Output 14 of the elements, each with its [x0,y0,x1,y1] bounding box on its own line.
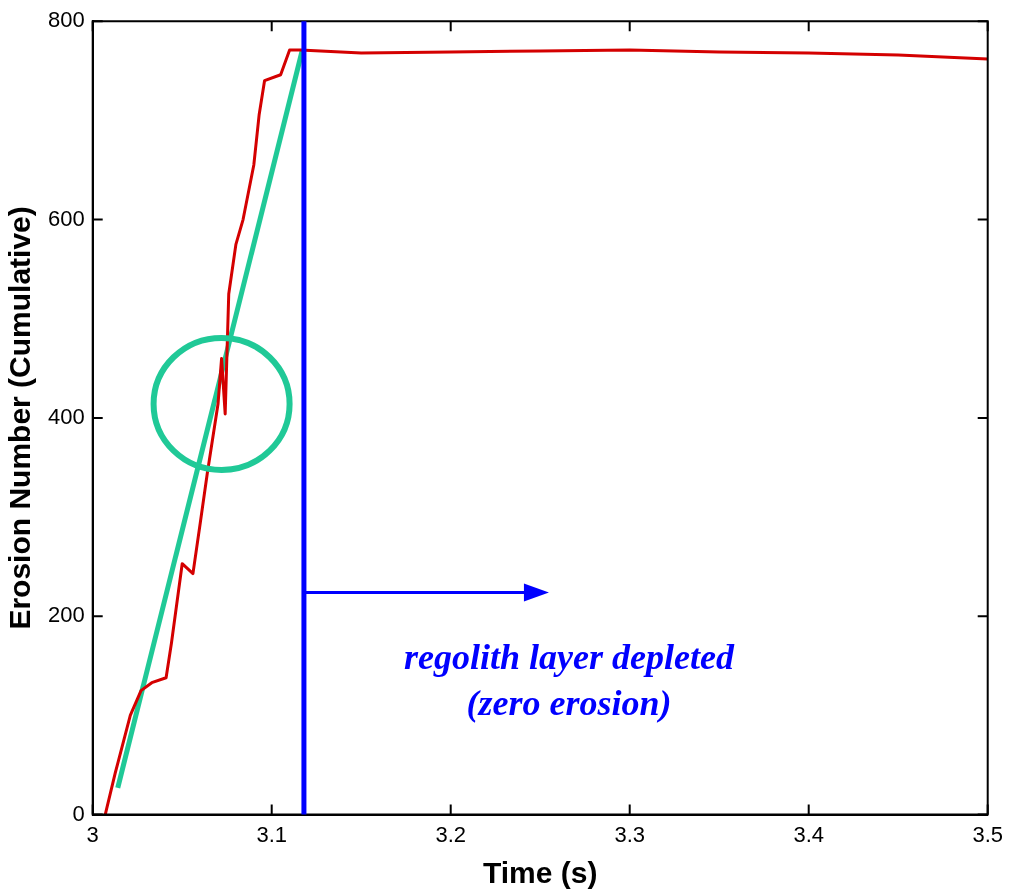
x-tick-label: 3.1 [256,821,287,847]
ref-line-label: regolith layer depleted (zero erosion) [403,636,735,723]
y-tick-label: 600 [47,205,85,231]
y-tick-label: 200 [47,602,85,628]
x-tick-label: 3.2 [435,821,466,847]
y-tick-label: 800 [47,7,85,33]
x-tick-label: 3.3 [614,821,645,847]
x-tick-label: 3.5 [972,821,1004,847]
y-axis-title: Erosion Number (Cumulative) [3,206,37,630]
y-tick-label: 0 [72,800,85,826]
x-axis-title: Time (s) [482,856,598,890]
x-tick-label: 3 [86,821,99,847]
y-tick-label: 400 [47,403,85,429]
x-tick-label: 3.4 [793,821,824,847]
